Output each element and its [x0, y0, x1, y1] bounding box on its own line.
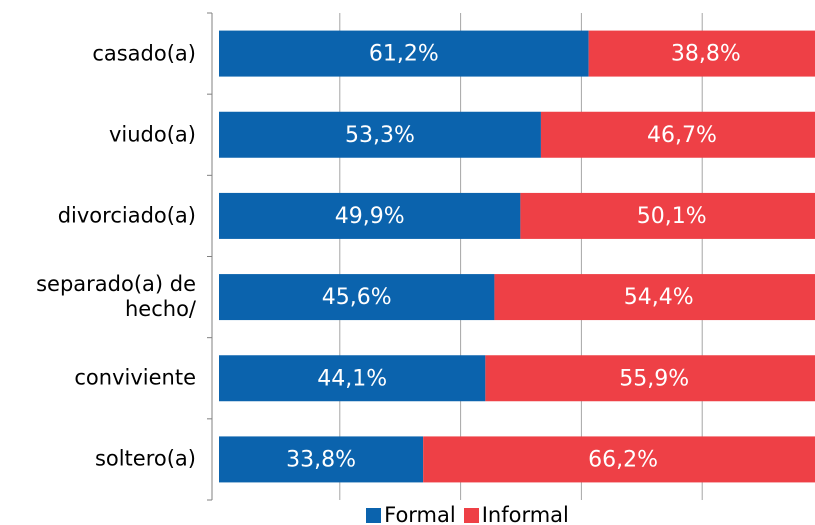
- legend-swatch: [366, 507, 382, 523]
- bar-segment: [520, 192, 815, 239]
- bar-segment: [219, 192, 521, 239]
- bar-segment: [494, 274, 815, 321]
- y-tick-label: viudo(a): [108, 122, 196, 147]
- data-label: 38,8%: [671, 42, 741, 67]
- bar-segment: [423, 436, 815, 483]
- y-tick-label: divorciado(a): [57, 203, 196, 228]
- data-label: 66,2%: [588, 447, 658, 472]
- legend-label: Informal: [481, 503, 569, 525]
- data-label: 49,9%: [335, 204, 405, 229]
- bar-segment: [219, 355, 486, 402]
- legend-label: Formal: [384, 503, 456, 525]
- data-label: 55,9%: [619, 366, 689, 391]
- legend-item: Informal: [463, 503, 569, 525]
- data-label: 46,7%: [647, 123, 717, 148]
- bar-segment: [219, 436, 424, 483]
- data-label: 45,6%: [322, 285, 392, 310]
- y-tick-label: soltero(a): [94, 446, 196, 471]
- bar-segment: [588, 30, 815, 77]
- bar-segment: [219, 274, 495, 321]
- data-label: 33,8%: [286, 447, 356, 472]
- y-tick-label: conviviente: [74, 365, 196, 390]
- bar-segment: [219, 111, 541, 158]
- data-label: 53,3%: [345, 123, 415, 148]
- y-tick-label: separado(a) de hecho/: [36, 272, 196, 322]
- data-label: 50,1%: [637, 204, 707, 229]
- bar-segment: [540, 111, 815, 158]
- bar-segment: [219, 30, 589, 77]
- bar-segment: [485, 355, 815, 402]
- legend-item: Formal: [366, 504, 456, 525]
- data-label: 54,4%: [624, 285, 694, 310]
- legend: Formal Informal: [0, 504, 815, 525]
- data-label: 44,1%: [317, 366, 387, 391]
- y-tick-label: casado(a): [92, 41, 196, 66]
- legend-swatch: [463, 507, 479, 523]
- data-label: 61,2%: [369, 42, 439, 67]
